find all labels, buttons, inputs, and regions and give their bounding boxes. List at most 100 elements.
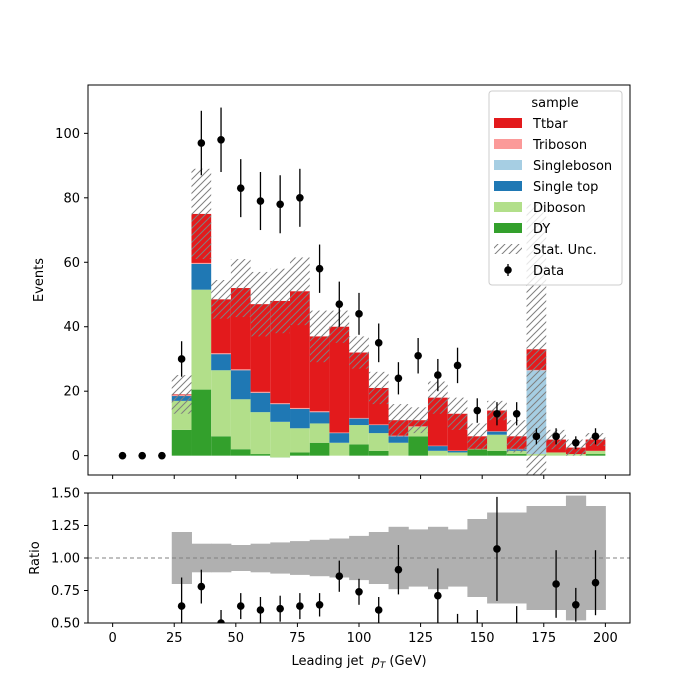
ratio-y-tick-label-3: 1.25: [51, 519, 80, 534]
bar-diboson-12: [349, 425, 369, 445]
main-y-tick-label-0: 0: [72, 449, 80, 464]
legend-entries: Ttbar Triboson Singleboson Single top Diboso…: [494, 117, 612, 279]
ratio-band-18: [467, 519, 488, 597]
legend-item-data: Data: [504, 264, 564, 279]
bar-dy-3: [171, 429, 192, 456]
bar-triboson-6: [230, 369, 251, 371]
data-point-11: [335, 300, 344, 308]
ratio-point-4: [256, 606, 265, 614]
bar-triboson-10: [309, 411, 330, 413]
data-point-1: [138, 451, 146, 460]
legend-swatch-triboson: [494, 139, 522, 149]
ratio-points: [177, 496, 600, 623]
legend-item-ttbar: Ttbar: [494, 117, 568, 132]
x-tick-label-0: 0: [108, 631, 116, 646]
bar-single-top-16: [427, 445, 448, 451]
data-point-3: [177, 355, 186, 363]
ratio-y-tick-label-0: 0.50: [51, 617, 80, 632]
legend-label-triboson: Triboson: [532, 138, 587, 153]
bar-single-top-11: [329, 433, 350, 443]
main-y-axis: 0 20 40 60 80 100: [55, 127, 88, 464]
bar-dy-4: [191, 389, 212, 456]
ratio-point-10: [374, 606, 383, 614]
legend-swatch-diboson: [494, 202, 522, 212]
bar-triboson-9: [290, 407, 310, 409]
x-tick-label-1: 25: [166, 631, 183, 646]
ratio-band-23: [565, 495, 587, 621]
data-point-9: [296, 194, 304, 202]
x-axis-label-unit: (GeV): [389, 654, 426, 669]
data-point-10: [315, 264, 324, 273]
bar-triboson-5: [211, 353, 231, 355]
bar-triboson-16: [427, 445, 448, 447]
legend-item-diboson: Diboson: [494, 201, 586, 216]
series-single-top: [171, 263, 527, 453]
bar-diboson-5: [211, 370, 231, 437]
bar-diboson-17: [447, 452, 468, 456]
main-y-tick-label-4: 80: [63, 191, 80, 206]
x-tick-label-6: 150: [470, 631, 495, 646]
data-point-13: [374, 339, 383, 347]
bar-single-top-7: [250, 392, 271, 413]
bar-diboson-7: [250, 412, 271, 455]
data-point-21: [532, 432, 541, 441]
ratio-y-axis: 0.50 0.75 1.00 1.25 1.50: [51, 487, 88, 632]
bar-diboson-9: [290, 428, 310, 453]
legend-swatch-ttbar: [494, 118, 522, 128]
data-point-18: [473, 406, 482, 415]
bar-diboson-8: [270, 421, 291, 458]
main-x-ticks: [112, 475, 606, 479]
data-point-2: [158, 451, 166, 460]
ratio-plot-area: [88, 495, 630, 623]
legend-label-singleboson: Singleboson: [533, 159, 612, 174]
x-axis-label-symbol: p: [371, 654, 380, 669]
x-tick-label-5: 125: [408, 631, 433, 646]
ratio-point-15: [572, 601, 580, 609]
bar-dy-10: [309, 442, 330, 456]
legend-item-triboson: Triboson: [494, 138, 587, 153]
data-point-8: [276, 200, 284, 209]
stat-unc-18: [467, 423, 488, 450]
bar-triboson-8: [270, 403, 291, 405]
main-y-tick-label-1: 20: [63, 385, 80, 400]
legend-label-single-top: Single top: [533, 180, 598, 195]
bar-diboson-22: [546, 452, 566, 456]
stat-unc-6: [230, 259, 251, 318]
data-point-24: [591, 432, 600, 441]
ratio-point-9: [355, 588, 363, 596]
legend-item-single-top: Single top: [494, 180, 598, 195]
bar-triboson-19: [487, 431, 507, 432]
bar-dy-19: [487, 450, 507, 456]
x-axis-label-subscript: T: [380, 661, 387, 671]
ratio-y-tick-label-1: 0.75: [51, 584, 80, 599]
legend: sample Ttbar Triboson Singleboson Single to…: [488, 90, 623, 286]
ratio-point-12: [434, 591, 442, 600]
ratio-point-5: [276, 604, 284, 613]
x-axis-label-text: Leading jet: [291, 654, 363, 669]
stat-unc-13: [368, 371, 389, 405]
ratio-point-14: [552, 580, 560, 588]
legend-swatch-singleboson: [494, 160, 522, 170]
bar-single-top-10: [309, 412, 330, 424]
stat-unc-17: [447, 397, 468, 430]
ratio-y-tick-label-4: 1.50: [51, 487, 80, 502]
x-tick-label-4: 100: [347, 631, 372, 646]
bar-triboson-4: [191, 262, 212, 264]
data-point-12: [355, 310, 363, 318]
bar-diboson-6: [230, 399, 251, 450]
data-point-5: [217, 135, 225, 144]
x-tick-label-7: 175: [531, 631, 556, 646]
stat-unc-15: [408, 407, 428, 434]
legend-swatch-dy: [494, 223, 522, 233]
ratio-panel: 0.50 0.75 1.00 1.25 1.50 0 25 50 75 100 125 150 175…: [28, 487, 631, 671]
ratio-band-12: [349, 535, 370, 581]
ratio-point-13: [493, 545, 501, 553]
ratio-point-16: [591, 578, 600, 587]
bar-triboson-11: [329, 432, 350, 434]
legend-label-stat-unc: Stat. Unc.: [533, 243, 597, 258]
legend-swatch-single-top: [494, 181, 522, 191]
bar-single-top-6: [230, 370, 251, 400]
bar-diboson-10: [309, 423, 330, 443]
bar-dy-13: [368, 450, 389, 456]
main-y-tick-label-3: 60: [63, 256, 80, 271]
